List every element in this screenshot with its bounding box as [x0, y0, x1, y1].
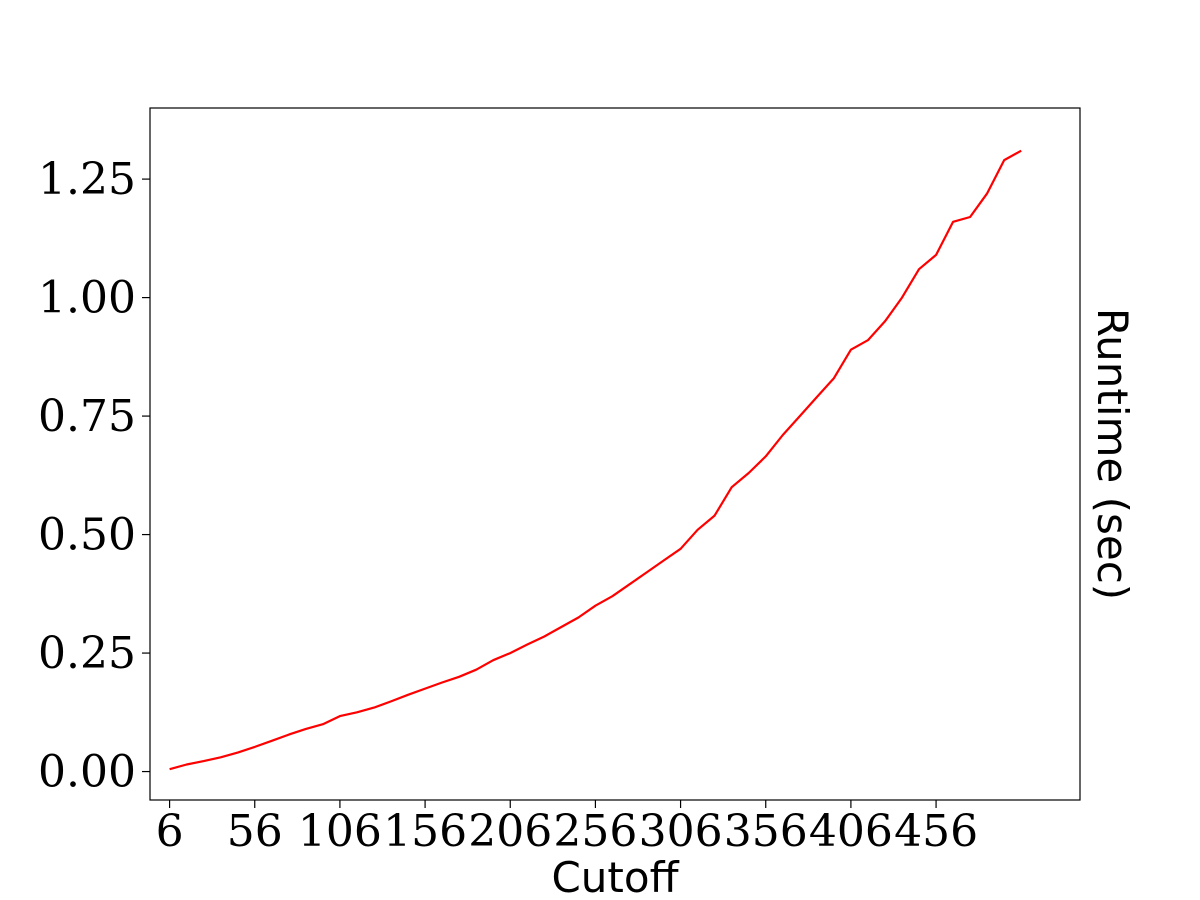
x-axis: 6 56 106 156 206 256 306 356 406 456	[156, 800, 978, 857]
x-tick-label: 456	[894, 806, 978, 857]
x-tick-label: 206	[468, 806, 552, 857]
x-axis-label: Cutoff	[551, 853, 679, 900]
x-tick-label: 306	[639, 806, 723, 857]
plot-frame	[149, 107, 1081, 801]
x-tick-label: 406	[809, 806, 893, 857]
y-tick-label: 0.25	[38, 628, 136, 679]
y-tick-label: 0.75	[38, 391, 136, 442]
y-axis-label: Runtime (sec)	[1088, 308, 1137, 600]
x-tick-label: 156	[383, 806, 467, 857]
y-tick-label: 0.00	[38, 747, 136, 798]
plot-area	[149, 107, 1081, 801]
x-tick-label: 356	[724, 806, 808, 857]
y-axis: 0.00 0.25 0.50 0.75 1.00 1.25	[38, 154, 150, 798]
x-tick-label: 6	[156, 806, 184, 857]
x-tick-label: 256	[553, 806, 637, 857]
y-tick-label: 1.25	[38, 154, 136, 205]
x-tick-label: 56	[227, 806, 283, 857]
y-tick-label: 1.00	[38, 273, 136, 324]
series-line-runtime	[169, 149, 1022, 771]
y-tick-label: 0.50	[38, 510, 136, 561]
x-tick-label: 106	[298, 806, 382, 857]
